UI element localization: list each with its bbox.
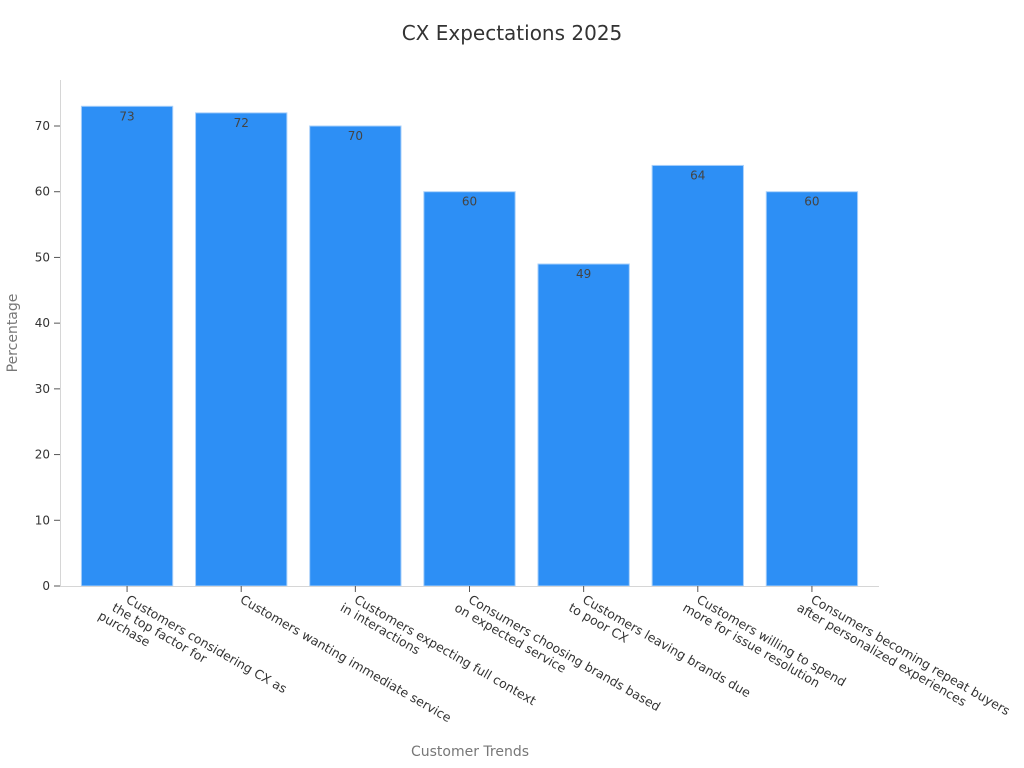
x-tick-label-line: after personalized experiences — [795, 600, 970, 709]
y-tick-label: 40 — [35, 316, 50, 330]
y-tick-label: 30 — [35, 382, 50, 396]
plot-area: 73 72 70 60 49 64 60 — [80, 105, 859, 587]
bar — [423, 191, 516, 587]
y-axis-ticks: 0 10 20 30 40 50 60 70 — [35, 119, 60, 593]
bar — [309, 125, 402, 587]
x-tick-label: Consumers becoming repeat buyersafter pe… — [795, 588, 1013, 731]
y-tick-label: 20 — [35, 448, 50, 462]
bar — [80, 105, 174, 587]
bar — [765, 191, 859, 587]
y-tick-label: 0 — [42, 579, 50, 593]
y-axis-title: Percentage — [5, 294, 21, 373]
y-tick-label: 60 — [35, 185, 50, 199]
x-axis-ticks: Customers considering CX asthe top facto… — [96, 586, 1013, 731]
data-label: 49 — [576, 267, 591, 281]
y-tick-label: 70 — [35, 119, 50, 133]
x-tick-label-text: Consumers choosing brands basedon expect… — [452, 588, 663, 727]
x-tick-label: Consumers choosing brands basedon expect… — [452, 588, 663, 727]
data-label: 73 — [119, 109, 134, 123]
data-label: 64 — [690, 168, 705, 182]
x-tick-label-line: Consumers choosing brands based — [466, 592, 663, 714]
x-tick-label-text: Customers expecting full contextin inter… — [338, 588, 539, 721]
y-tick-label: 10 — [35, 513, 50, 527]
data-label: 60 — [462, 195, 477, 209]
chart-title: CX Expectations 2025 — [402, 21, 623, 45]
bar — [195, 112, 288, 587]
bar — [537, 263, 630, 587]
x-axis-title: Customer Trends — [411, 744, 529, 760]
x-tick-label-text: Consumers becoming repeat buyersafter pe… — [795, 588, 1013, 731]
data-label: 60 — [804, 195, 819, 209]
data-label: 70 — [348, 129, 363, 143]
x-tick-label-line: Consumers becoming repeat buyers — [808, 592, 1012, 719]
data-label: 72 — [234, 116, 249, 130]
y-tick-label: 50 — [35, 250, 50, 264]
bar — [651, 164, 744, 587]
x-tick-label-line: Customers expecting full context — [352, 592, 539, 709]
x-tick-label: Customers expecting full contextin inter… — [338, 588, 539, 721]
